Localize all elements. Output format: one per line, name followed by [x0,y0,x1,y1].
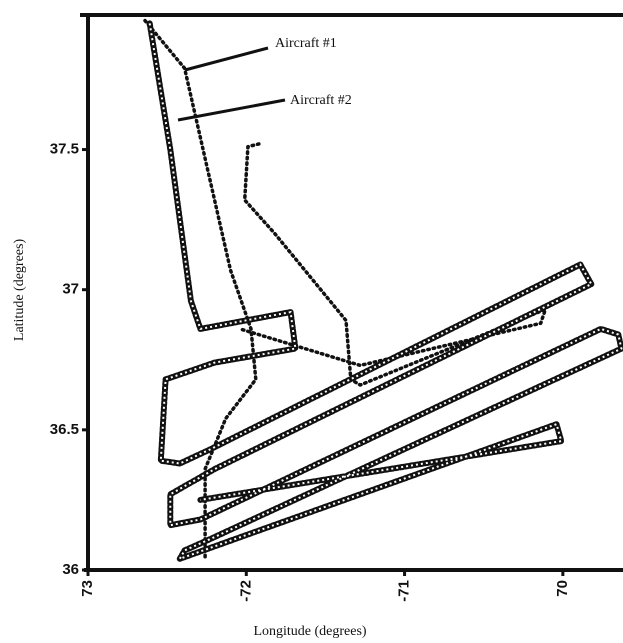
annotation: Aircraft #2 [290,93,352,108]
track-inner [148,23,623,561]
x-axis-label: Longitude (degrees) [253,624,366,639]
y-tick-label: 37 [62,281,79,298]
track [146,20,623,562]
leader-line [184,46,269,72]
x-tick-label: 73 [79,580,96,597]
y-axis-label: Latitude (degrees) [12,239,27,342]
y-tick-label: 37.5 [50,141,79,158]
x-tick-label: -72 [237,580,254,602]
x-tick-label: -71 [396,580,413,602]
x-tick-label: 70 [554,580,571,597]
y-tick-label: 36.5 [50,421,79,438]
y-tick-label: 36 [62,561,79,578]
annotation: Aircraft #1 [275,36,337,51]
